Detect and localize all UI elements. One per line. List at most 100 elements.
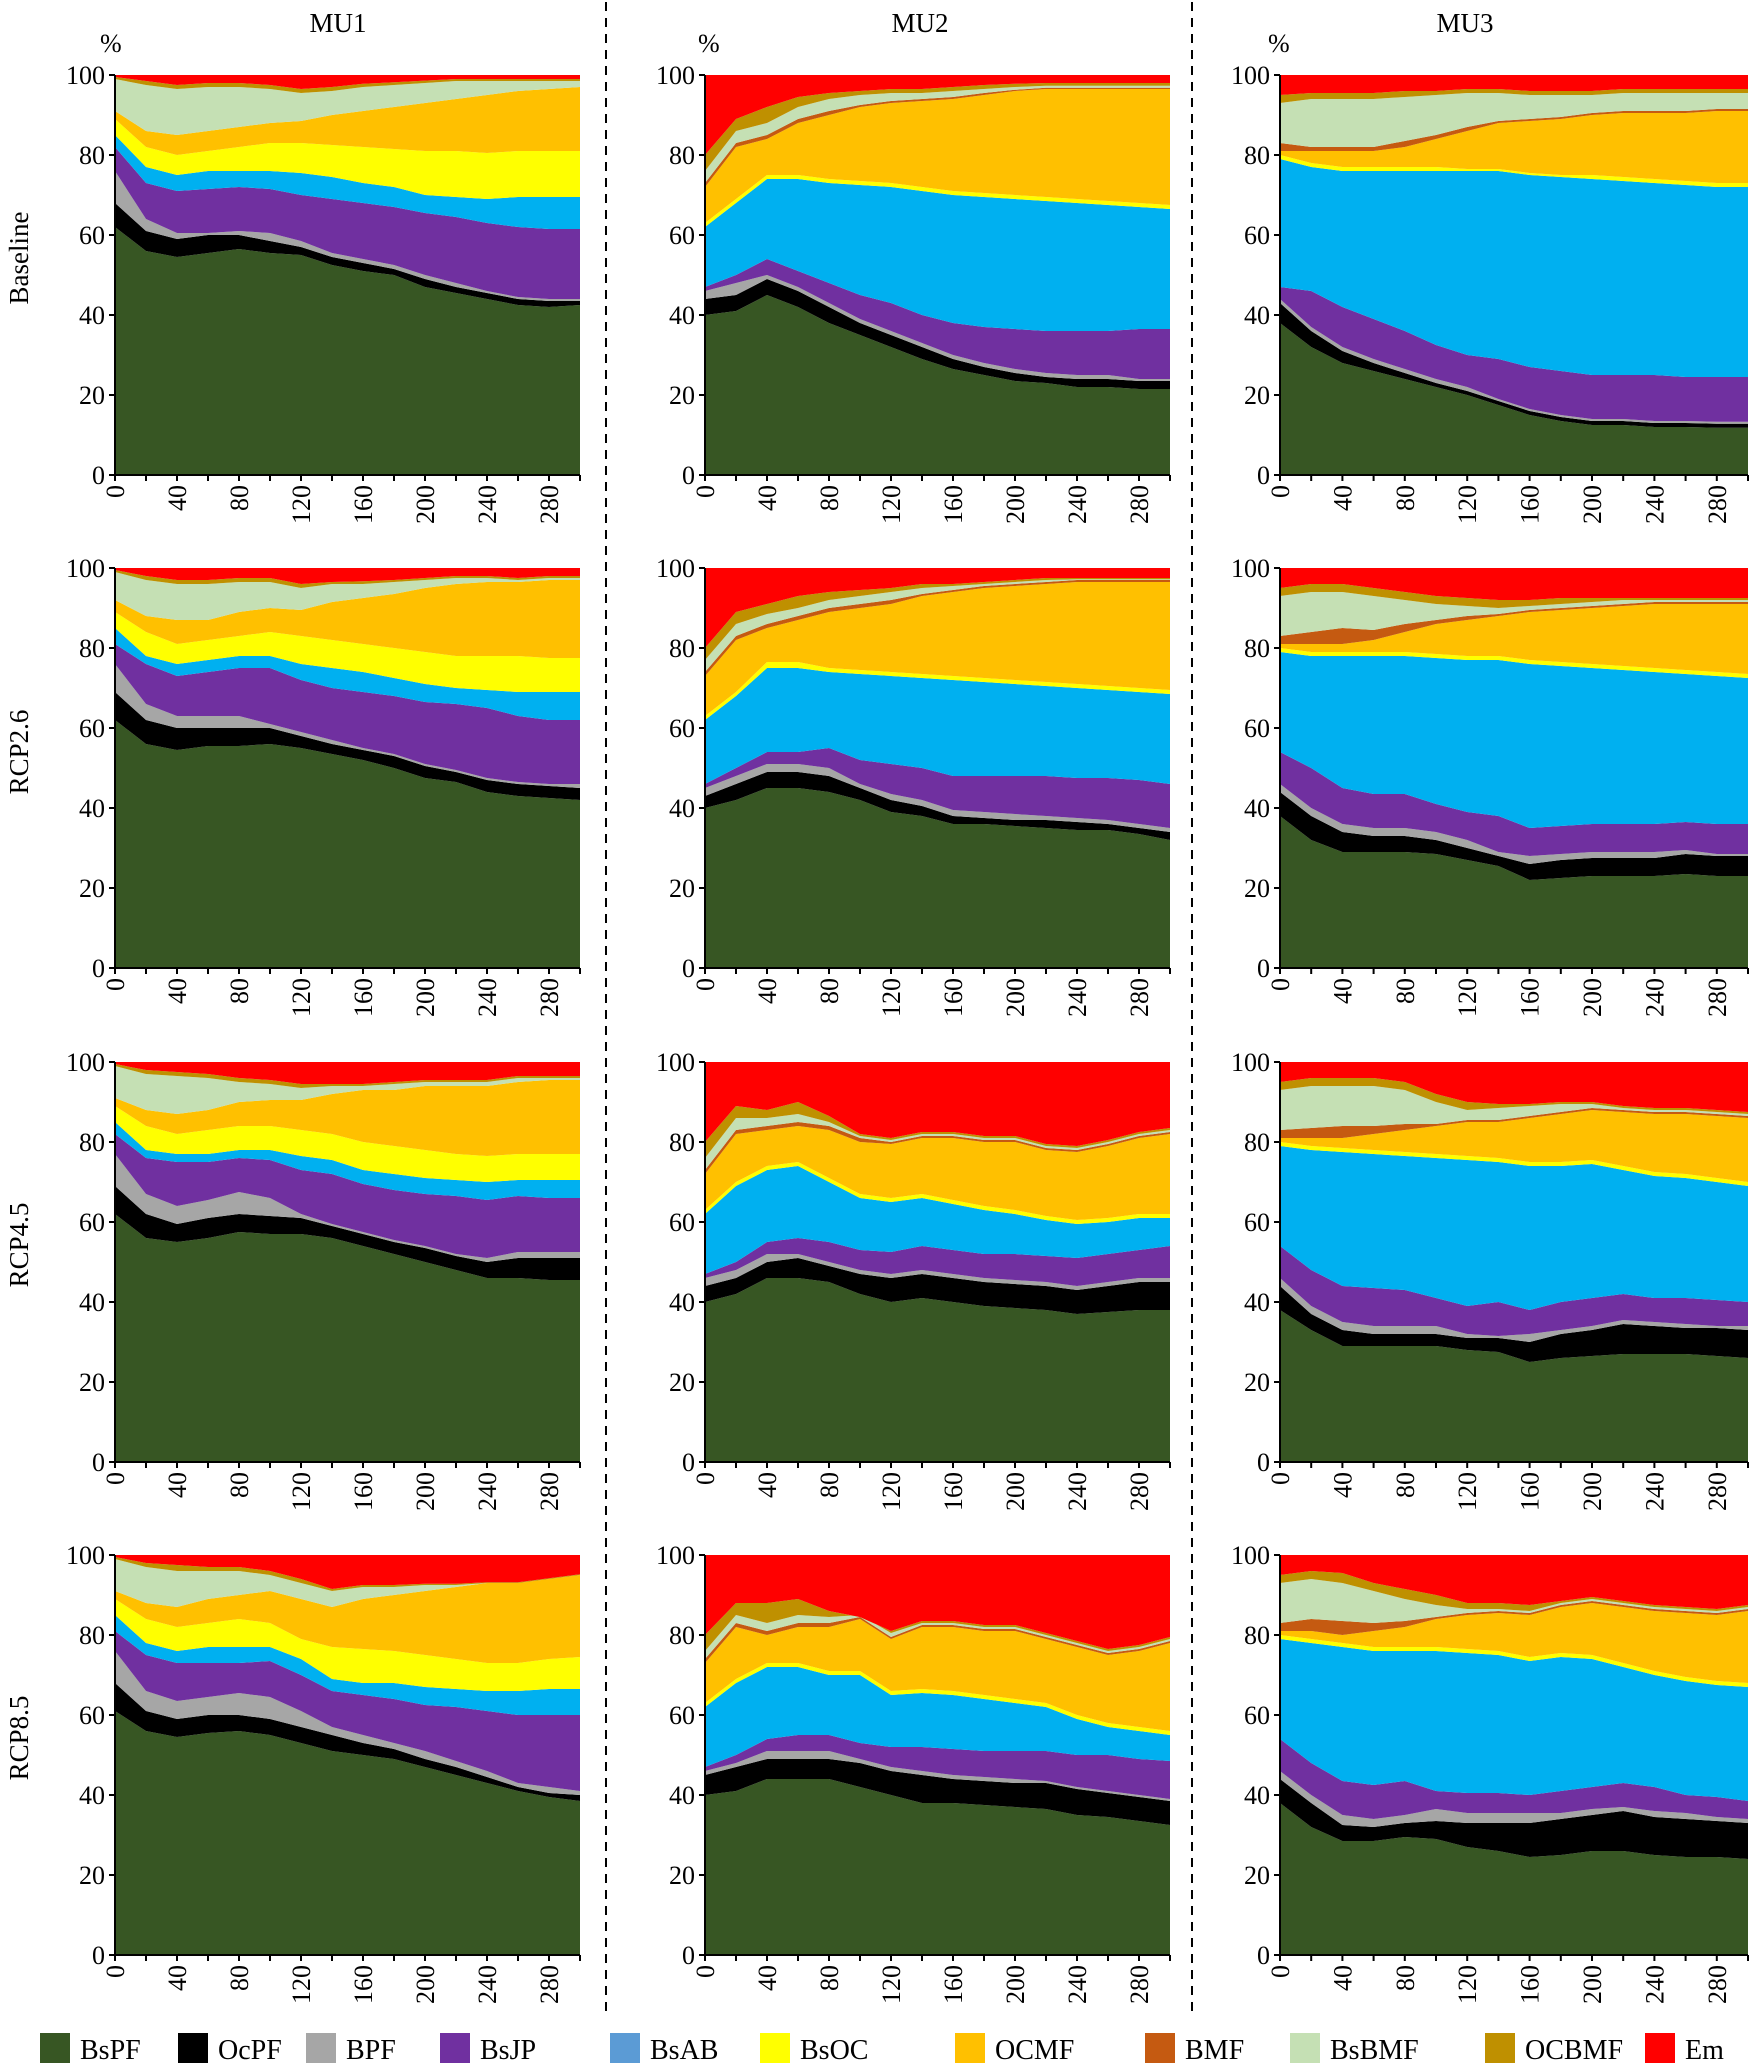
area-bsoc-rcp4-5-mu3: [1280, 1142, 1748, 1186]
x-tick-label-baseline-mu1: 40: [163, 485, 192, 511]
percent-label-mu3: %: [1268, 29, 1290, 58]
y-tick-label-rcp4-5-mu3: 40: [1244, 1288, 1270, 1317]
y-tick-label-rcp4-5-mu2: 40: [669, 1288, 695, 1317]
y-tick-label-baseline-mu3: 60: [1244, 221, 1270, 250]
y-tick-label-rcp2-6-mu2: 0: [682, 954, 695, 983]
x-tick-label-rcp2-6-mu3: 40: [1328, 978, 1357, 1004]
x-tick-label-baseline-mu3: 0: [1266, 485, 1295, 498]
x-tick-label-rcp2-6-mu2: 120: [877, 978, 906, 1017]
y-tick-label-rcp8-5-mu1: 100: [66, 1541, 105, 1570]
x-tick-label-rcp8-5-mu3: 280: [1703, 1965, 1732, 2004]
legend-label-bspf: BsPF: [80, 2035, 141, 2066]
x-tick-label-baseline-mu3: 40: [1328, 485, 1357, 511]
x-tick-label-rcp2-6-mu3: 280: [1703, 978, 1732, 1017]
legend-swatch-em: [1645, 2033, 1675, 2063]
area-bsbmf-rcp2-6-mu1: [115, 572, 580, 620]
y-tick-label-rcp8-5-mu2: 100: [656, 1541, 695, 1570]
area-ocpf-baseline-mu2: [705, 279, 1170, 389]
x-tick-label-baseline-mu2: 160: [939, 485, 968, 524]
x-tick-label-baseline-mu1: 160: [349, 485, 378, 524]
y-tick-label-rcp4-5-mu3: 100: [1231, 1048, 1270, 1077]
x-tick-label-baseline-mu2: 0: [691, 485, 720, 498]
area-bspf-rcp8-5-mu1: [115, 1711, 580, 1955]
x-tick-label-baseline-mu1: 0: [101, 485, 130, 498]
legend-label-ocmf: OCMF: [995, 2035, 1074, 2066]
area-ocpf-baseline-mu3: [1280, 303, 1748, 428]
area-bsoc-rcp4-5-mu1: [115, 1106, 580, 1182]
area-ocbmf-baseline-mu1: [115, 77, 580, 93]
y-tick-label-baseline-mu1: 20: [79, 381, 105, 410]
area-bsjp-baseline-mu1: [115, 147, 580, 299]
area-em-rcp8-5-mu3: [1280, 1555, 1748, 1609]
area-ocmf-baseline-mu2: [705, 89, 1170, 223]
y-tick-label-rcp4-5-mu3: 20: [1244, 1368, 1270, 1397]
area-bsoc-rcp2-6-mu3: [1280, 648, 1748, 678]
area-bsab-baseline-mu2: [705, 179, 1170, 331]
area-bsbmf-rcp4-5-mu2: [705, 1114, 1170, 1170]
legend-item-ocbmf: OCBMF: [1485, 2033, 1623, 2066]
area-bspf-rcp4-5-mu2: [705, 1278, 1170, 1462]
x-tick-label-rcp4-5-mu3: 80: [1391, 1472, 1420, 1498]
area-bsbmf-baseline-mu2: [705, 85, 1170, 183]
y-tick-label-rcp8-5-mu2: 20: [669, 1861, 695, 1890]
y-tick-label-rcp2-6-mu3: 20: [1244, 874, 1270, 903]
y-tick-label-rcp8-5-mu1: 80: [79, 1621, 105, 1650]
y-tick-label-rcp4-5-mu1: 100: [66, 1048, 105, 1077]
area-ocmf-rcp8-5-mu2: [705, 1619, 1170, 1731]
x-tick-label-rcp2-6-mu3: 120: [1453, 978, 1482, 1017]
y-tick-label-rcp4-5-mu1: 60: [79, 1208, 105, 1237]
x-tick-label-rcp4-5-mu2: 80: [815, 1472, 844, 1498]
panel-rcp2-6-mu3: 0 20 40 60 80 100 0 40 80 120 160 200 240 280: [1231, 554, 1749, 1017]
area-bpf-baseline-mu3: [1280, 299, 1748, 424]
x-tick-label-baseline-mu2: 200: [1001, 485, 1030, 524]
legend-item-ocmf: OCMF: [955, 2033, 1074, 2066]
x-tick-label-baseline-mu3: 160: [1516, 485, 1545, 524]
x-tick-label-rcp8-5-mu3: 120: [1453, 1965, 1482, 2004]
y-tick-label-baseline-mu2: 0: [682, 461, 695, 490]
area-bsab-rcp4-5-mu2: [705, 1166, 1170, 1274]
y-tick-label-rcp4-5-mu3: 80: [1244, 1128, 1270, 1157]
area-ocmf-baseline-mu3: [1280, 111, 1748, 183]
area-ocbmf-rcp8-5-mu2: [705, 1599, 1170, 1651]
area-ocbmf-baseline-mu3: [1280, 89, 1748, 103]
column-title-mu2: MU2: [891, 8, 948, 38]
x-tick-label-baseline-mu3: 200: [1578, 485, 1607, 524]
area-bspf-rcp4-5-mu1: [115, 1214, 580, 1462]
area-bsjp-rcp4-5-mu1: [115, 1134, 580, 1258]
x-tick-label-rcp4-5-mu1: 200: [411, 1472, 440, 1511]
area-bspf-rcp2-6-mu1: [115, 720, 580, 968]
x-tick-label-rcp8-5-mu3: 0: [1266, 1965, 1295, 1978]
area-bspf-baseline-mu2: [705, 295, 1170, 475]
area-bsbmf-rcp8-5-mu2: [705, 1615, 1170, 1659]
y-tick-label-rcp2-6-mu1: 0: [92, 954, 105, 983]
y-tick-label-baseline-mu3: 0: [1257, 461, 1270, 490]
x-tick-label-rcp4-5-mu2: 0: [691, 1472, 720, 1485]
y-tick-label-rcp2-6-mu2: 20: [669, 874, 695, 903]
x-tick-label-baseline-mu2: 240: [1063, 485, 1092, 524]
legend-item-bmf: BMF: [1145, 2033, 1244, 2066]
area-em-rcp2-6-mu2: [705, 568, 1170, 648]
legend-swatch-bsoc: [760, 2033, 790, 2063]
y-tick-label-baseline-mu1: 100: [66, 61, 105, 90]
legend-swatch-bsjp: [440, 2033, 470, 2063]
y-tick-label-baseline-mu3: 100: [1231, 61, 1270, 90]
legend-item-ocpf: OcPF: [178, 2033, 282, 2066]
x-tick-label-rcp4-5-mu1: 0: [101, 1472, 130, 1485]
x-tick-label-rcp4-5-mu3: 160: [1516, 1472, 1545, 1511]
x-tick-label-rcp2-6-mu1: 160: [349, 978, 378, 1017]
y-tick-label-rcp2-6-mu1: 100: [66, 554, 105, 583]
area-ocmf-baseline-mu1: [115, 87, 580, 155]
x-tick-label-rcp4-5-mu2: 40: [753, 1472, 782, 1498]
area-bsjp-rcp8-5-mu1: [115, 1631, 580, 1791]
area-bsbmf-baseline-mu3: [1280, 93, 1748, 147]
y-tick-label-rcp2-6-mu3: 0: [1257, 954, 1270, 983]
y-tick-label-rcp8-5-mu3: 40: [1244, 1781, 1270, 1810]
y-tick-label-rcp8-5-mu2: 80: [669, 1621, 695, 1650]
legend-label-bsab: BsAB: [650, 2035, 718, 2066]
y-tick-label-rcp8-5-mu2: 40: [669, 1781, 695, 1810]
x-tick-label-baseline-mu1: 80: [225, 485, 254, 511]
area-em-baseline-mu2: [705, 75, 1170, 155]
x-tick-label-rcp2-6-mu2: 280: [1125, 978, 1154, 1017]
y-tick-label-rcp2-6-mu1: 40: [79, 794, 105, 823]
